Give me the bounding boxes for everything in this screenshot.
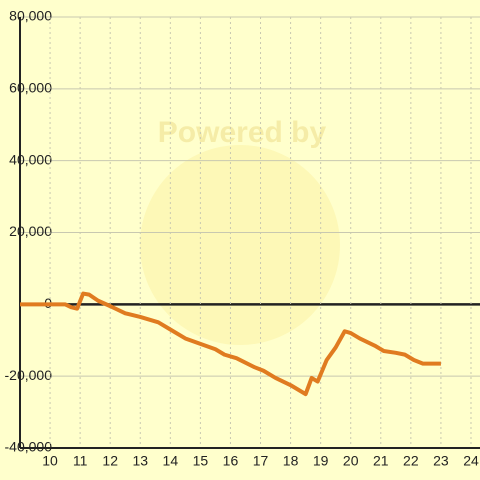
x-tick-label: 23 bbox=[433, 453, 449, 469]
x-tick-label: 10 bbox=[42, 453, 58, 469]
y-tick-label: -40,000 bbox=[5, 439, 53, 455]
x-tick-label: 15 bbox=[193, 453, 209, 469]
y-tick-label: 80,000 bbox=[9, 8, 52, 24]
watermark-logo bbox=[140, 145, 340, 345]
x-tick-label: 13 bbox=[132, 453, 148, 469]
y-tick-label: 20,000 bbox=[9, 223, 52, 239]
line bbox=[20, 291, 441, 397]
x-tick-label: 12 bbox=[102, 453, 118, 469]
x-tick-label: 18 bbox=[283, 453, 299, 469]
watermark: Powered by bbox=[158, 116, 327, 149]
x-tick-label: 24 bbox=[463, 453, 479, 469]
y-tick-label: -20,000 bbox=[5, 367, 53, 383]
x-tick-label: 21 bbox=[373, 453, 389, 469]
y-tick-label: 60,000 bbox=[9, 80, 52, 96]
x-tick-label: 11 bbox=[73, 453, 88, 469]
x-tick-label: 22 bbox=[403, 453, 419, 469]
x-tick-label: 20 bbox=[343, 453, 359, 469]
x-tick-label: 17 bbox=[253, 453, 269, 469]
x-tick-label: 14 bbox=[163, 453, 179, 469]
x-tick-label: 16 bbox=[223, 453, 239, 469]
y-tick-label: 40,000 bbox=[9, 151, 52, 167]
x-tick-label: 19 bbox=[313, 453, 329, 469]
